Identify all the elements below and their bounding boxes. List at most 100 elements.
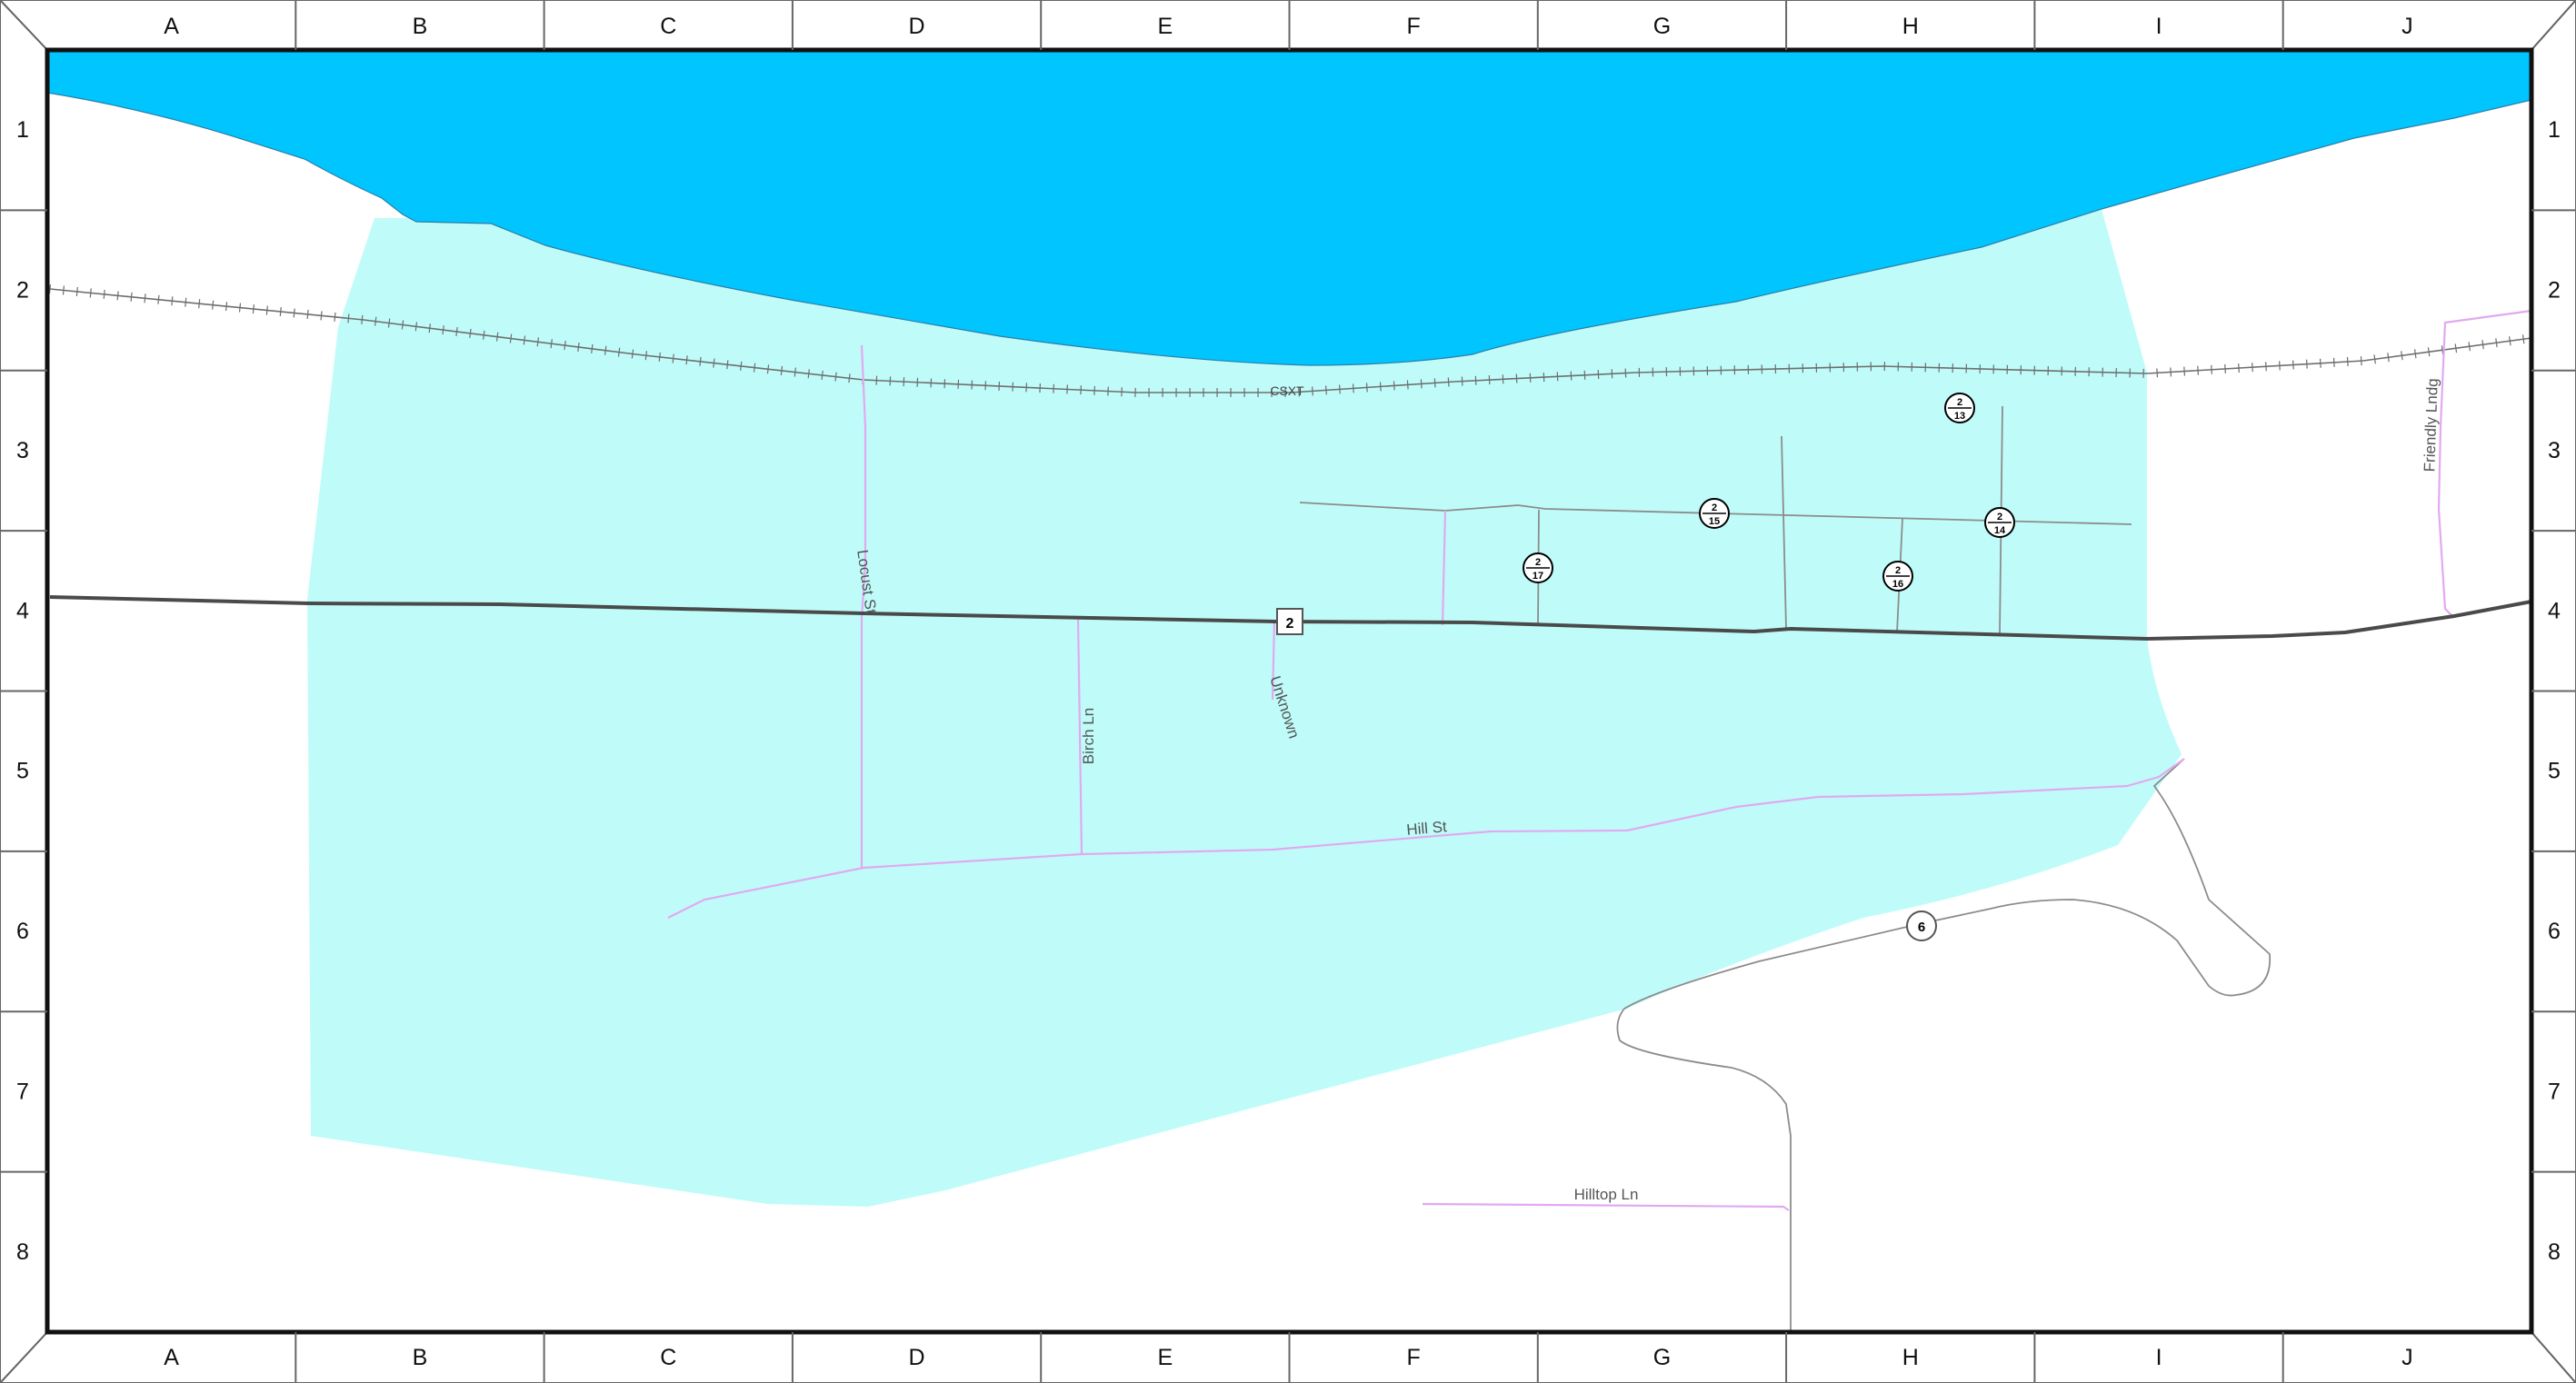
railroad-tick xyxy=(2401,351,2403,361)
railroad-tick xyxy=(1365,383,1368,393)
county-route-15-shield: 2 15 xyxy=(1699,498,1730,529)
railroad-tick xyxy=(2265,362,2267,372)
railroad-tick xyxy=(361,314,364,324)
railroad-tick xyxy=(225,302,228,312)
svg-text:2: 2 xyxy=(1535,557,1541,568)
river xyxy=(46,49,2532,366)
railroad-tick xyxy=(591,343,594,353)
railroad-tick xyxy=(1433,378,1436,388)
railroad-tick xyxy=(387,318,391,328)
railroad-tick xyxy=(509,333,513,343)
grid-col-label-top: D xyxy=(909,14,925,39)
railroad-tick xyxy=(2292,360,2294,370)
grid-row-label-left: 3 xyxy=(16,438,29,463)
county-route-14-shield: 2 14 xyxy=(1984,507,2015,538)
railroad-tick xyxy=(2521,334,2525,344)
railroad-tick xyxy=(2468,342,2471,352)
railroad-tick xyxy=(577,342,580,352)
railroad-tick xyxy=(1352,383,1354,393)
railroad-tick xyxy=(644,351,648,361)
railroad-line xyxy=(49,288,2532,393)
grid-col-label-top: E xyxy=(1158,14,1173,39)
grid-labels: A A B B C C D D E E F F G G H H I I J J 1 1 2 2 3 3 4 4 5 5 6 6 7 7 8 8 xyxy=(16,14,2561,1370)
railroad-tick xyxy=(2252,363,2253,373)
railroad-tick xyxy=(2305,359,2308,369)
railroad-tick xyxy=(780,365,784,375)
railroad-tick xyxy=(306,309,309,319)
railroad-tick xyxy=(1325,385,1327,395)
railroad-label: CSXT xyxy=(1270,383,1304,398)
railroad-tick xyxy=(699,356,702,366)
railroad-tick xyxy=(469,328,472,338)
street-unknown xyxy=(1271,620,1276,701)
railroad-tick xyxy=(455,326,458,337)
grid-col-label-bottom: G xyxy=(1653,1345,1671,1370)
street-locust xyxy=(860,344,867,868)
railroad-tick xyxy=(252,304,255,314)
railroad-tick xyxy=(185,297,187,307)
railroad-tick xyxy=(414,322,418,332)
svg-text:16: 16 xyxy=(1892,579,1903,590)
grid-col-label-top: B xyxy=(413,14,428,39)
grid-row-label-right: 1 xyxy=(2548,117,2561,143)
svg-text:2: 2 xyxy=(1712,502,1717,513)
grid-row-label-right: 4 xyxy=(2548,598,2561,623)
railroad-tick xyxy=(103,289,105,299)
railroad-tick xyxy=(1298,387,1300,397)
railroad-tick xyxy=(157,294,160,304)
railroad-tick xyxy=(265,305,268,315)
grid-row-label-left: 6 xyxy=(16,919,29,944)
road-upper-cross xyxy=(1299,502,2132,525)
railroad-tick xyxy=(2373,354,2376,364)
road-route-6 xyxy=(1616,758,2271,1332)
svg-text:2: 2 xyxy=(1286,616,1294,632)
railroad-tick xyxy=(685,355,688,365)
street-friendly-lndg xyxy=(2437,309,2532,619)
railroad-tick xyxy=(794,367,796,377)
street-f-spur xyxy=(1441,510,1447,626)
railroad-tick xyxy=(1393,381,1395,391)
railroad-tick xyxy=(807,369,810,379)
railroad-tick xyxy=(2238,363,2240,373)
svg-text:13: 13 xyxy=(1954,411,1965,422)
railroad-tick xyxy=(2387,353,2390,363)
railroad-tick xyxy=(2332,357,2335,367)
grid-row-label-left: 7 xyxy=(16,1079,29,1104)
railroad-tick xyxy=(374,316,377,326)
railroad-tick xyxy=(2495,338,2498,348)
railroad-tick xyxy=(753,363,756,373)
grid-col-label-bottom: J xyxy=(2401,1345,2413,1370)
grid-col-label-bottom: A xyxy=(164,1345,179,1370)
svg-text:15: 15 xyxy=(1709,516,1720,527)
street-hilltop xyxy=(1422,1202,1790,1211)
county-route-17-shield: 2 17 xyxy=(1523,552,1553,583)
grid-row-label-right: 8 xyxy=(2548,1239,2561,1265)
grid-col-label-top: G xyxy=(1653,14,1671,39)
railroad-tick xyxy=(2413,349,2417,359)
grid-row-label-left: 4 xyxy=(16,598,29,623)
grid-col-label-top: C xyxy=(660,14,676,39)
railroad-tick xyxy=(564,341,566,351)
railroad-tick xyxy=(2279,361,2281,371)
railroad-tick xyxy=(1447,377,1450,387)
grid-col-label-bottom: F xyxy=(1407,1345,1421,1370)
railroad-tick xyxy=(2346,356,2349,367)
railroad-tick xyxy=(2481,340,2484,350)
grid-col-label-bottom: B xyxy=(413,1345,428,1370)
railroad-ticks xyxy=(48,284,2525,397)
grid-row-label-right: 3 xyxy=(2548,438,2561,463)
railroad-tick xyxy=(62,285,65,295)
grid-col-label-top: J xyxy=(2401,14,2413,39)
grid-col-label-top: F xyxy=(1407,14,1421,39)
railroad-tick xyxy=(130,292,133,302)
birch-ln-label: Birch Ln xyxy=(1080,708,1097,764)
railroad-tick xyxy=(75,286,78,296)
county-route-16-shield: 2 16 xyxy=(1882,561,1913,592)
railroad-tick xyxy=(2441,345,2444,355)
road-loop xyxy=(1781,435,1787,630)
grid-row-label-left: 2 xyxy=(16,278,29,303)
local-streets xyxy=(667,309,2532,1211)
grid-row-label-left: 1 xyxy=(16,117,29,143)
